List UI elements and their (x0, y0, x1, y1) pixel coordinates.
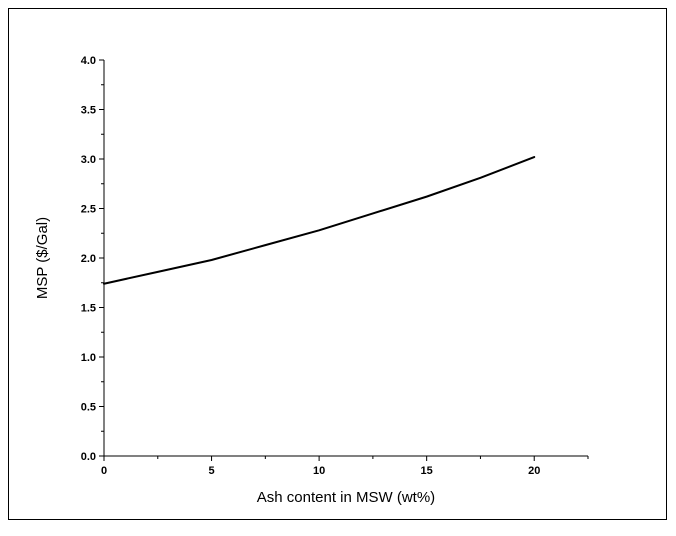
y-tick-label: 1.5 (81, 303, 96, 315)
x-tick-label: 20 (528, 465, 540, 477)
y-axis-title: MSP ($/Gal) (34, 217, 51, 299)
x-axis-title: Ash content in MSW (wt%) (257, 489, 435, 506)
x-tick-label: 10 (313, 465, 325, 477)
plot-area: 0 5 10 15 20 0.0 0.5 1.0 1.5 2.0 2.5 3.0 3.5 4.0 (81, 55, 589, 477)
y-tick-label: 4.0 (81, 55, 96, 67)
figure-frame (8, 8, 667, 520)
y-tick-group: 0.0 0.5 1.0 1.5 2.0 2.5 3.0 3.5 4.0 (81, 55, 104, 463)
x-tick-group: 0 5 10 15 20 (101, 456, 589, 477)
y-tick-label: 3.0 (81, 154, 96, 166)
y-tick-label: 0.0 (81, 451, 96, 463)
series-layer (103, 156, 536, 285)
y-tick-label: 3.5 (81, 105, 96, 117)
y-tick-label: 1.0 (81, 352, 96, 364)
series-line (103, 156, 536, 285)
x-tick-label: 5 (208, 465, 214, 477)
y-tick-label: 2.5 (81, 204, 96, 216)
y-tick-label: 2.0 (81, 253, 96, 265)
x-tick-label: 0 (101, 465, 107, 477)
x-tick-label: 15 (421, 465, 433, 477)
y-tick-label: 0.5 (81, 402, 96, 414)
